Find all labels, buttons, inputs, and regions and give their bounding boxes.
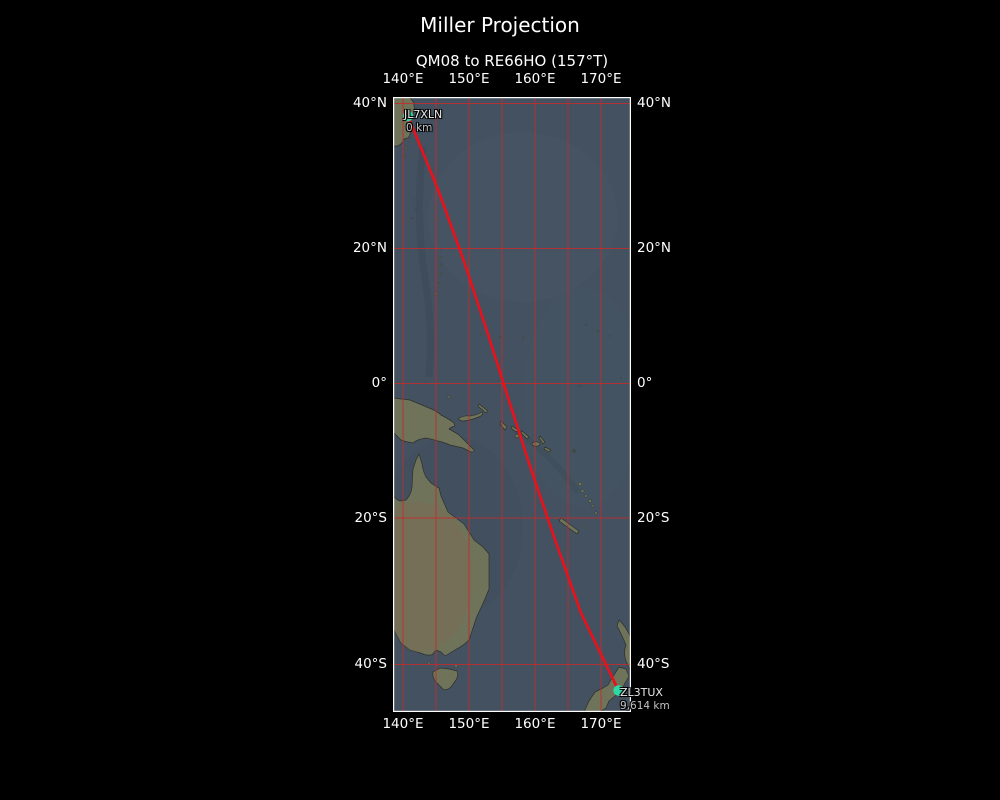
map-subtitle: QM08 to RE66HO (157°T) (415, 52, 609, 70)
tick-bottom-140e: 140°E (382, 716, 424, 732)
tick-right-40n: 40°N (637, 95, 672, 111)
map-canvas (393, 97, 631, 712)
land-new-guinea (393, 397, 475, 453)
tick-bottom-170e: 170°E (580, 716, 622, 732)
land-japan (393, 97, 415, 147)
origin-distance: 0 km (406, 121, 433, 134)
land-nz-south-island (583, 666, 630, 712)
tick-right-20n: 20°N (637, 240, 672, 256)
tick-right-20s: 20°S (637, 510, 670, 526)
tick-top-150e: 150°E (448, 71, 490, 87)
tick-right-0: 0° (637, 375, 653, 391)
graticule (393, 97, 631, 712)
destination-callsign: ZL3TUX (620, 686, 663, 699)
tick-bottom-160e: 160°E (514, 716, 556, 732)
tick-left-40n: 40°N (352, 95, 387, 111)
tick-left-40s: 40°S (354, 656, 388, 672)
islands-vanuatu (577, 482, 598, 515)
tick-left-20s: 20°S (354, 510, 388, 526)
tick-top-170e: 170°E (580, 71, 622, 87)
tick-top-160e: 160°E (514, 71, 556, 87)
destination-label: ZL3TUX 9,614 km (620, 686, 670, 712)
destination-marker (613, 685, 624, 696)
land-new-ireland (477, 403, 489, 414)
islands-micronesia (447, 323, 622, 399)
australia-interior-shading (393, 502, 473, 652)
route-line (406, 114, 620, 692)
origin-marker (402, 110, 414, 122)
tick-right-40s: 40°S (637, 656, 670, 672)
origin-callsign: JL7XLN (404, 108, 443, 121)
land-tasmania (432, 667, 459, 691)
origin-label: JL7XLN 0 km (404, 108, 443, 134)
land-nz-north-island (616, 619, 631, 673)
tick-bottom-150e: 150°E (448, 716, 490, 732)
tick-left-20n: 20°N (352, 240, 387, 256)
tick-left-0: 0° (371, 375, 387, 391)
islands-loyalty (582, 522, 589, 530)
islands-izu-bonin (403, 146, 418, 219)
destination-distance: 9,614 km (620, 699, 670, 712)
map-frame (393, 97, 631, 712)
land-new-caledonia (558, 517, 580, 535)
tick-top-140e: 140°E (382, 71, 424, 87)
map-title: Miller Projection (420, 13, 580, 37)
